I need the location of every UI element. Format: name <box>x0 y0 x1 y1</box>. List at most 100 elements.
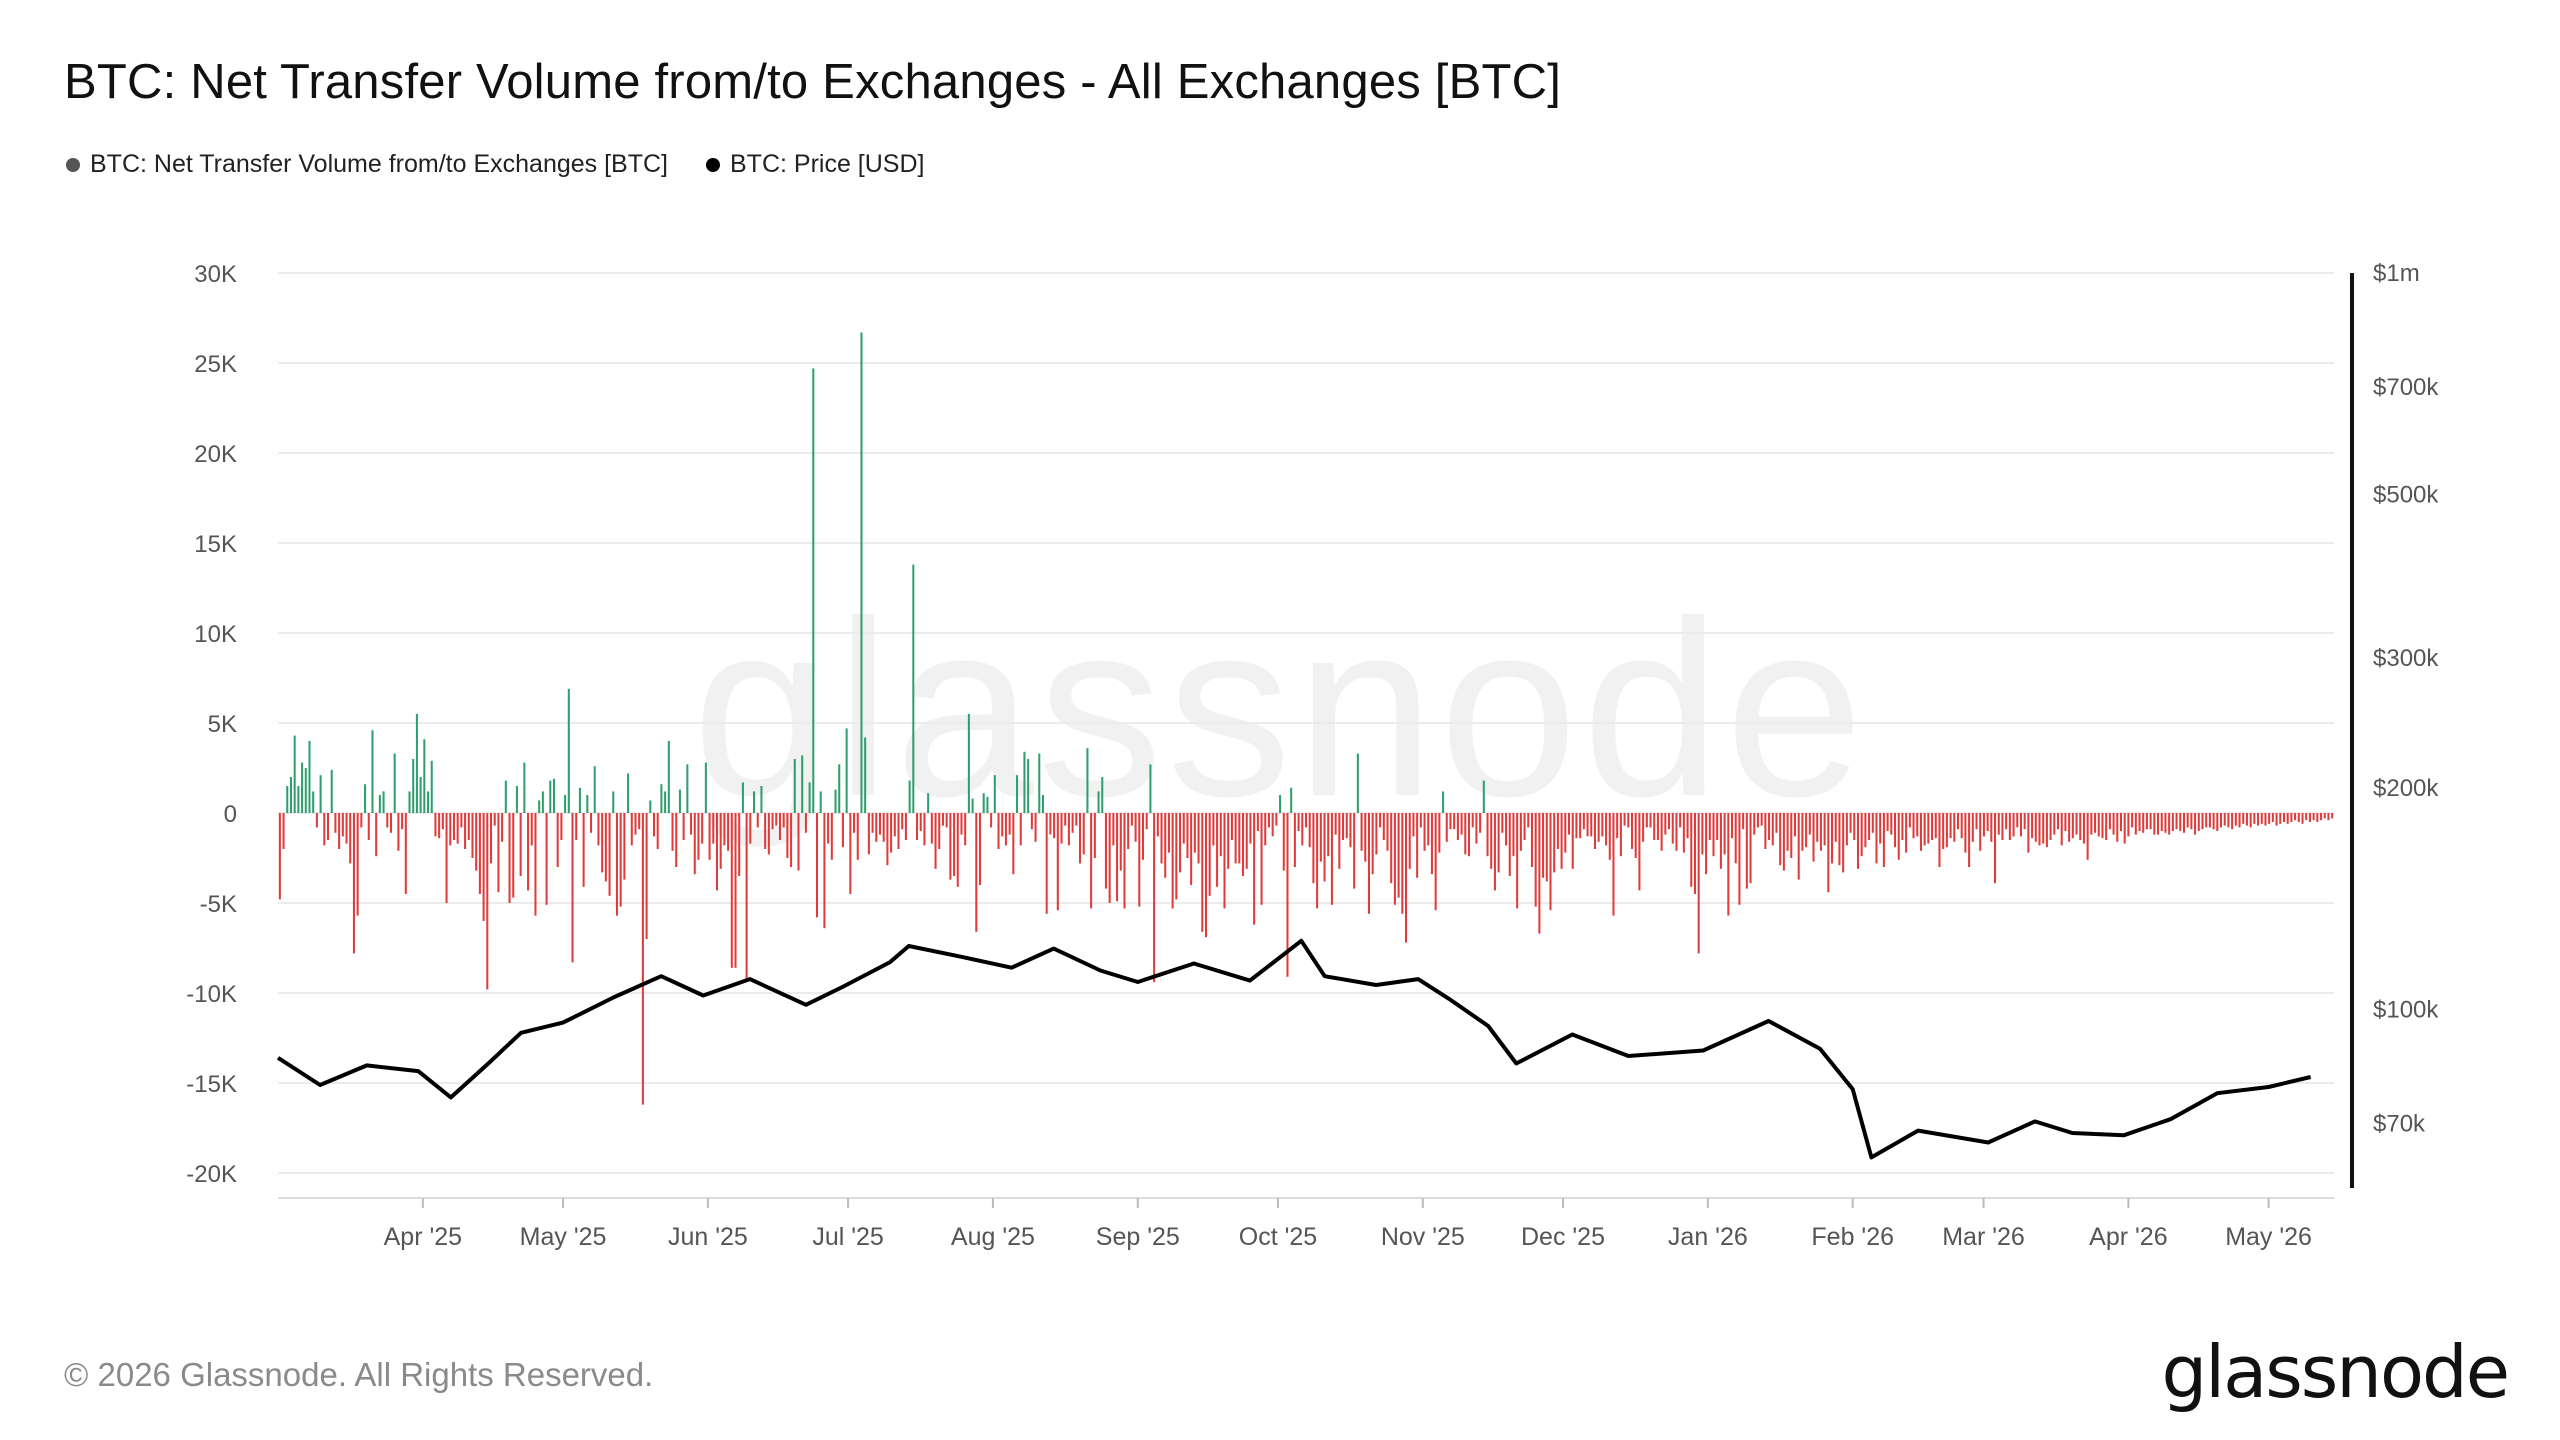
net-volume-bar <box>1730 813 1734 839</box>
net-volume-bar <box>364 784 367 813</box>
net-volume-bar <box>1134 813 1137 842</box>
net-volume-bar <box>456 813 459 844</box>
net-volume-bar <box>2219 813 2223 828</box>
y-right-tick-label: $1m <box>2373 260 2420 287</box>
net-volume-bar <box>1301 813 1304 846</box>
brand-logo[interactable]: glassnode <box>2161 1330 2510 1414</box>
net-volume-bar <box>1001 813 1004 837</box>
net-volume-bar <box>2134 813 2137 835</box>
net-volume-bar <box>1482 780 1485 813</box>
net-volume-bar <box>1008 813 1011 835</box>
net-volume-bar <box>2282 813 2286 822</box>
net-volume-bar <box>352 813 355 954</box>
net-volume-bar <box>960 813 963 835</box>
net-volume-bar <box>1079 813 1082 864</box>
chart-title: BTC: Net Transfer Volume from/to Exchang… <box>64 55 1562 109</box>
net-volume-bar <box>319 775 322 813</box>
chart-area[interactable]: glassnode 30K 25K 20K 15K 10K 5K 0 -5K -10K -15K -… <box>0 230 2560 1280</box>
net-volume-bar <box>2160 813 2163 831</box>
net-volume-bar <box>293 735 296 813</box>
net-volume-bar <box>1597 813 1600 842</box>
net-volume-bar <box>2212 813 2215 830</box>
net-volume-bar <box>1793 813 1797 837</box>
net-volume-bar <box>360 813 363 828</box>
net-volume-bar <box>2253 813 2256 824</box>
net-volume-bar <box>1449 813 1452 830</box>
net-volume-bar <box>308 741 311 813</box>
net-volume-bar <box>1164 813 1167 878</box>
net-volume-bar <box>997 813 1000 849</box>
net-volume-bar <box>1438 813 1441 853</box>
net-volume-bar <box>1749 813 1752 884</box>
net-volume-bar <box>430 760 433 813</box>
net-volume-bar <box>819 791 822 813</box>
net-volume-bar <box>1982 813 1985 837</box>
net-volume-bar <box>1030 813 1033 830</box>
net-volume-bar <box>1834 813 1837 842</box>
net-volume-bar <box>441 813 444 830</box>
net-volume-bar <box>2064 813 2067 831</box>
net-volume-bar <box>1916 813 1919 837</box>
net-volume-bar <box>1275 813 1278 826</box>
net-volume-bar <box>512 813 515 898</box>
net-volume-bar <box>1771 813 1774 846</box>
net-volume-bar <box>1034 813 1037 842</box>
legend-item-price[interactable]: BTC: Price [USD] <box>706 150 924 179</box>
net-volume-bar <box>1845 813 1848 846</box>
net-volume-bar <box>1945 813 1948 848</box>
net-volume-bar <box>1931 813 1934 840</box>
net-volume-bar <box>982 793 985 813</box>
net-volume-bar <box>527 813 530 891</box>
net-volume-bar <box>1397 813 1400 898</box>
net-volume-bar <box>1097 791 1100 813</box>
net-volume-bar <box>1108 813 1111 903</box>
net-volume-bar <box>719 813 722 869</box>
net-volume-bar <box>771 813 774 830</box>
net-volume-bar <box>804 813 807 833</box>
net-volume-bar <box>1542 813 1545 878</box>
net-volume-bar <box>508 813 511 903</box>
net-volume-bar <box>1349 813 1352 848</box>
y-left-tick-label: -10K <box>186 981 237 1008</box>
net-volume-bar <box>1234 813 1237 864</box>
net-volume-bar <box>538 800 541 813</box>
net-volume-bar <box>330 769 333 813</box>
net-volume-bar <box>1523 813 1526 840</box>
net-volume-bar <box>745 813 748 979</box>
net-volume-bar <box>1160 813 1163 864</box>
net-volume-bar <box>812 368 815 813</box>
net-volume-bar <box>493 813 496 826</box>
net-volume-bar <box>930 813 933 844</box>
net-volume-bar <box>1853 813 1856 840</box>
net-volume-bar <box>1330 813 1333 905</box>
net-volume-bar <box>823 813 826 929</box>
net-volume-bar <box>467 813 470 840</box>
net-volume-bar <box>367 813 370 840</box>
x-axis: Apr '25 May '25 Jun '25 Jul '25 Aug '25 Sep '… <box>278 1197 2334 1251</box>
net-volume-bar <box>849 813 852 894</box>
net-volume-bar <box>2138 813 2141 831</box>
net-volume-bar <box>2027 813 2030 853</box>
net-volume-bar <box>452 813 455 840</box>
y-left-tick-label: -20K <box>186 1161 237 1188</box>
net-volume-bar <box>2331 813 2334 819</box>
net-volume-bar <box>378 795 381 813</box>
net-volume-bar <box>312 791 315 813</box>
net-volume-bar <box>2153 813 2156 835</box>
net-volume-bar <box>1708 813 1711 840</box>
legend-item-net-volume[interactable]: BTC: Net Transfer Volume from/to Exchang… <box>66 150 668 179</box>
net-volume-bar <box>1316 813 1319 909</box>
net-volume-bar <box>2327 813 2330 821</box>
net-volume-bar <box>1149 764 1152 813</box>
net-volume-bar <box>1130 813 1133 826</box>
net-volume-bar <box>827 813 830 844</box>
x-tick-label: Jan '26 <box>1668 1223 1748 1251</box>
net-volume-bar <box>638 813 641 830</box>
net-volume-bar <box>504 780 507 813</box>
x-tick-label: Sep '25 <box>1096 1223 1180 1251</box>
net-volume-bar <box>2271 813 2274 822</box>
net-volume-bar <box>793 759 796 813</box>
net-volume-bar <box>1190 813 1193 885</box>
net-volume-bar <box>1668 813 1671 830</box>
net-volume-bar <box>1582 813 1585 830</box>
